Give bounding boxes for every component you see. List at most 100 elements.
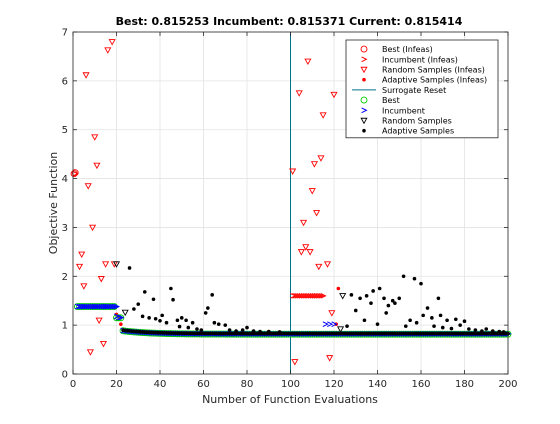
data-point [296, 292, 303, 299]
data-point [132, 307, 136, 311]
x-tick-label: 40 [154, 379, 167, 390]
series-incumbent-infeas [72, 170, 327, 299]
data-point [403, 324, 408, 328]
legend-label: Adaptive Samples (Infeas) [382, 76, 487, 85]
data-point [317, 155, 325, 162]
data-point [436, 296, 441, 301]
data-point [102, 261, 110, 268]
data-point [467, 327, 471, 331]
data-point [203, 311, 208, 315]
data-point [89, 224, 97, 232]
data-point [206, 306, 210, 310]
data-point [310, 161, 318, 168]
legend-label: Adaptive Samples [382, 127, 454, 136]
data-point [382, 296, 386, 301]
data-point [151, 297, 156, 302]
data-point [216, 322, 221, 326]
data-point [127, 266, 132, 270]
data-point [111, 303, 118, 310]
data-point [309, 292, 316, 299]
data-point [320, 292, 327, 299]
data-point [304, 58, 312, 66]
data-point [234, 329, 238, 333]
data-point [119, 322, 123, 326]
data-point [390, 298, 395, 303]
data-point [412, 276, 417, 281]
data-point [473, 328, 478, 332]
data-point [184, 318, 188, 323]
data-point [291, 359, 299, 366]
data-point [362, 318, 367, 323]
data-point [142, 290, 147, 294]
data-point [107, 303, 114, 310]
data-point [175, 318, 180, 323]
data-point [87, 303, 94, 310]
data-point [100, 303, 107, 310]
data-point [330, 91, 338, 99]
legend-marker [360, 66, 368, 74]
data-point [490, 329, 495, 333]
data-point [305, 292, 312, 299]
legend-marker [360, 96, 368, 104]
data-point [83, 303, 90, 310]
series-adaptive-samples-infeas [114, 286, 341, 326]
data-point [153, 316, 158, 321]
x-tick-label: 140 [368, 379, 387, 390]
series-adaptive-samples [121, 266, 510, 336]
data-point [136, 302, 141, 306]
data-point [113, 303, 121, 310]
data-point [336, 286, 341, 291]
legend-marker [362, 128, 366, 133]
legend-entry: Surrogate Reset [352, 86, 446, 95]
data-point [349, 293, 354, 297]
data-point [421, 313, 425, 318]
data-markers [70, 39, 512, 366]
data-point [97, 276, 105, 283]
data-point [326, 355, 334, 362]
x-axis-label: Number of Function Evaluations [202, 393, 378, 406]
data-point [251, 329, 256, 333]
legend-marker [362, 77, 366, 82]
data-point [93, 162, 101, 170]
y-tick-label: 4 [62, 174, 68, 185]
x-tick-label: 0 [70, 379, 76, 390]
data-point [328, 310, 336, 317]
data-point [140, 314, 145, 319]
chart-title: Best: 0.815253 Incumbent: 0.815371 Curre… [116, 15, 463, 28]
y-tick-label: 0 [62, 370, 68, 381]
data-point [212, 320, 217, 325]
data-point [397, 296, 402, 301]
data-point [323, 261, 332, 268]
data-point [294, 292, 301, 299]
data-point [84, 183, 92, 190]
data-point [121, 309, 129, 317]
data-point [484, 327, 489, 331]
data-point [331, 321, 338, 328]
legend-label: Incumbent (Infeas) [382, 55, 458, 64]
data-point [339, 293, 347, 300]
data-point [319, 112, 327, 119]
data-point [302, 244, 310, 251]
data-point [364, 294, 369, 298]
data-point [419, 281, 423, 286]
legend-label: Random Samples [382, 117, 452, 126]
data-point [94, 303, 101, 310]
data-point [322, 321, 329, 328]
x-tick-label: 200 [498, 379, 517, 390]
legend-label: Best (Infeas) [382, 45, 433, 54]
legend-marker [360, 45, 368, 53]
data-point [171, 297, 175, 302]
data-point [75, 263, 84, 271]
data-point [462, 319, 467, 324]
data-point [76, 303, 84, 310]
data-point [384, 311, 389, 315]
y-tick-label: 7 [62, 28, 68, 39]
x-tick-label: 80 [241, 379, 254, 390]
y-tick-label: 2 [62, 272, 68, 283]
series-random-samples-infeas [75, 39, 338, 366]
data-point [393, 301, 397, 305]
data-point [430, 316, 434, 320]
x-tick-label: 100 [281, 379, 300, 390]
